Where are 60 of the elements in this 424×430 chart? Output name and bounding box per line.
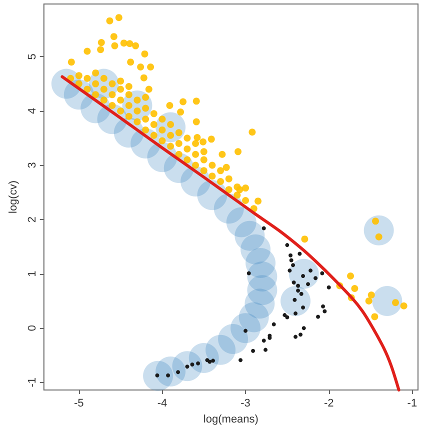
point: [302, 326, 306, 330]
point: [296, 288, 300, 293]
y-axis-title: log(cv): [8, 180, 20, 214]
point: [251, 348, 256, 353]
point: [262, 226, 266, 230]
point: [298, 252, 302, 256]
y-tick-label: 4: [26, 108, 38, 114]
point: [185, 364, 190, 369]
point: [285, 243, 290, 248]
point: [176, 370, 180, 374]
x-tick-label: -1: [407, 398, 418, 410]
point: [301, 274, 306, 278]
point: [292, 298, 297, 302]
x-tick-label: -4: [157, 398, 168, 410]
point: [320, 271, 324, 276]
point: [280, 286, 311, 316]
point: [238, 358, 243, 362]
point: [264, 348, 268, 352]
point: [211, 358, 216, 363]
point: [196, 361, 200, 366]
point: [288, 268, 292, 273]
point: [190, 362, 194, 366]
point: [292, 280, 296, 285]
point: [296, 284, 300, 288]
point: [322, 309, 327, 314]
point: [143, 360, 174, 391]
point: [208, 360, 212, 364]
point: [291, 263, 296, 268]
point: [155, 373, 160, 378]
point: [316, 314, 320, 319]
x-axis-title: log(means): [203, 414, 258, 426]
point: [285, 315, 290, 320]
x-tick-label: -2: [324, 398, 334, 410]
point: [289, 258, 294, 262]
point: [298, 332, 303, 337]
point: [244, 328, 248, 333]
point: [326, 285, 331, 290]
point: [294, 311, 298, 316]
y-tick-label: 5: [26, 54, 38, 60]
point: [306, 282, 310, 286]
x-tick-label: -3: [240, 398, 250, 410]
y-tick-label: 2: [26, 216, 38, 223]
y-tick-label: 1: [26, 270, 38, 277]
point: [321, 304, 326, 308]
y-tick-label: 3: [26, 162, 38, 168]
point: [246, 271, 251, 276]
point: [299, 292, 304, 296]
y-tick-label: 0: [26, 325, 38, 332]
point: [262, 338, 266, 343]
point: [314, 276, 318, 280]
point: [272, 322, 276, 326]
point: [372, 286, 402, 316]
point: [166, 373, 170, 378]
x-tick-label: -5: [74, 398, 84, 410]
point: [301, 305, 306, 310]
point: [288, 253, 293, 258]
point: [294, 334, 298, 339]
y-tick-label: -1: [26, 378, 38, 388]
point: [282, 313, 287, 318]
point: [308, 268, 313, 273]
